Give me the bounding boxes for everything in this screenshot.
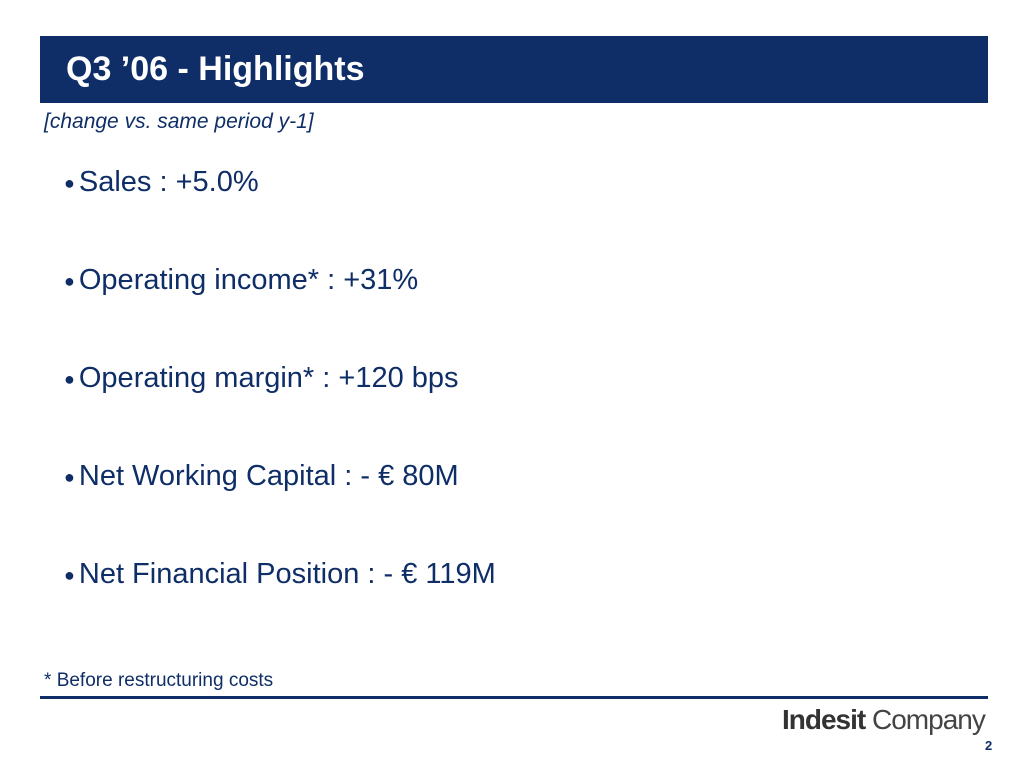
logo-bold: Indesit [782, 704, 866, 735]
bullet-dot: ● [64, 270, 75, 291]
bullet-dot: ● [64, 466, 75, 487]
subtitle: [change vs. same period y-1] [44, 110, 314, 133]
footnote: * Before restructuring costs [44, 670, 273, 692]
bullet-text: Operating income* : +31% [78, 264, 419, 296]
footnote-text: Before restructuring costs [56, 670, 274, 691]
page-number: 2 [985, 738, 993, 753]
logo: Indesit Company [782, 704, 986, 736]
bullet-dot: ● [64, 368, 75, 389]
header-bar: Q3 ’06 - Highlights [40, 36, 988, 103]
bullet: ● Net Working Capital : - € 80M [64, 460, 459, 493]
bullet: ● Sales : +5.0% [64, 166, 259, 199]
bullet: ● Operating income* : +31% [64, 264, 418, 297]
bullet-text: Operating margin* : +120 bps [78, 362, 459, 394]
logo-light: Company [872, 704, 986, 735]
bullet-text: Net Working Capital : - € 80M [78, 460, 459, 492]
bullet: ● Operating margin* : +120 bps [64, 362, 459, 395]
bullet-dot: ● [64, 172, 75, 193]
bullet-text: Net Financial Position : - € 119M [78, 558, 496, 590]
bullet-dot: ● [64, 564, 75, 585]
title: Q3 ’06 - Highlights [66, 50, 365, 88]
footnote-marker: * [44, 670, 52, 691]
footer-rule [40, 696, 988, 699]
bullet-text: Sales : +5.0% [78, 166, 259, 198]
bullet: ● Net Financial Position : - € 119M [64, 558, 496, 591]
